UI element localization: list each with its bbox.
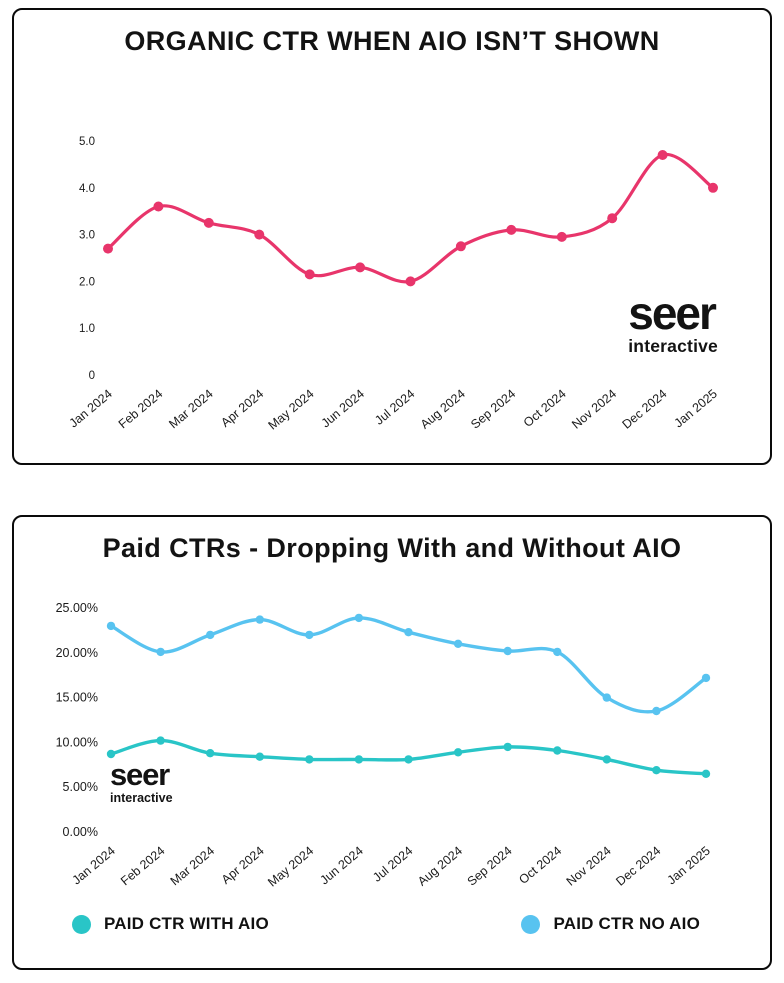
seer-logo-subtext: interactive xyxy=(110,791,173,805)
svg-text:25.00%: 25.00% xyxy=(56,601,98,615)
svg-text:Jan 2024: Jan 2024 xyxy=(67,387,115,431)
svg-text:Jun 2024: Jun 2024 xyxy=(319,387,367,431)
svg-text:May 2024: May 2024 xyxy=(265,844,316,890)
seer-logo: seer interactive xyxy=(110,759,173,805)
svg-text:Mar 2024: Mar 2024 xyxy=(166,387,215,432)
organic-ctr-card: ORGANIC CTR WHEN AIO ISN’T SHOWN 0 1.0 2.0… xyxy=(12,8,772,465)
svg-text:Jan 2024: Jan 2024 xyxy=(70,844,118,888)
svg-text:Dec 2024: Dec 2024 xyxy=(613,844,663,889)
legend-dot-with-aio-icon xyxy=(72,914,91,934)
svg-text:3.0: 3.0 xyxy=(79,230,95,242)
seer-logo-subtext: interactive xyxy=(628,336,718,356)
svg-text:Jul 2024: Jul 2024 xyxy=(372,387,417,428)
svg-text:Jan 2025: Jan 2025 xyxy=(665,844,713,888)
organic-ctr-title: ORGANIC CTR WHEN AIO ISN’T SHOWN xyxy=(124,26,660,56)
paid-ctr-line-chart: 0.00% 5.00% 10.00% 15.00% 20.00% 25.00% Jan 20… xyxy=(56,601,713,890)
legend-label-with-aio: PAID CTR WITH AIO xyxy=(104,914,269,934)
seer-logo: seer interactive xyxy=(628,290,718,356)
svg-text:1.0: 1.0 xyxy=(79,323,95,335)
svg-text:2.0: 2.0 xyxy=(79,276,95,288)
svg-text:Apr 2024: Apr 2024 xyxy=(219,844,267,887)
svg-text:Oct 2024: Oct 2024 xyxy=(521,387,569,430)
seer-logo-wordmark: seer xyxy=(110,757,170,792)
svg-text:10.00%: 10.00% xyxy=(56,735,98,749)
svg-text:Aug 2024: Aug 2024 xyxy=(415,844,465,889)
svg-text:Sep 2024: Sep 2024 xyxy=(468,387,518,432)
svg-text:Oct 2024: Oct 2024 xyxy=(516,844,564,887)
svg-text:20.00%: 20.00% xyxy=(56,646,98,660)
svg-text:Apr 2024: Apr 2024 xyxy=(218,387,266,430)
svg-text:Dec 2024: Dec 2024 xyxy=(620,387,670,432)
svg-text:Nov 2024: Nov 2024 xyxy=(564,844,614,889)
organic-ctr-line-chart: 0 1.0 2.0 3.0 4.0 5.0 Jan 2024 Feb 2024 Mar 2024… xyxy=(67,136,720,433)
svg-text:15.00%: 15.00% xyxy=(56,691,98,705)
svg-text:Feb 2024: Feb 2024 xyxy=(118,844,167,889)
svg-text:4.0: 4.0 xyxy=(79,183,95,195)
legend-item-paid-ctr-with-aio: PAID CTR WITH AIO xyxy=(72,914,269,934)
svg-text:Sep 2024: Sep 2024 xyxy=(465,844,515,889)
svg-text:May 2024: May 2024 xyxy=(266,387,317,433)
svg-text:Nov 2024: Nov 2024 xyxy=(569,387,619,432)
svg-text:Jul 2024: Jul 2024 xyxy=(370,844,415,885)
paid-ctr-title: Paid CTRs - Dropping With and Without AI… xyxy=(102,533,682,563)
chart-legend: PAID CTR WITH AIO PAID CTR NO AIO xyxy=(14,900,770,934)
svg-text:5.00%: 5.00% xyxy=(63,780,98,794)
svg-text:Feb 2024: Feb 2024 xyxy=(116,387,165,432)
svg-text:Mar 2024: Mar 2024 xyxy=(168,844,217,889)
svg-text:Jan 2025: Jan 2025 xyxy=(672,387,720,431)
legend-item-paid-ctr-no-aio: PAID CTR NO AIO xyxy=(521,914,700,934)
seer-logo-wordmark: seer xyxy=(628,287,717,339)
svg-text:0: 0 xyxy=(89,370,95,382)
svg-text:Aug 2024: Aug 2024 xyxy=(418,387,468,432)
svg-text:0.00%: 0.00% xyxy=(63,825,98,839)
svg-text:5.0: 5.0 xyxy=(79,136,95,148)
legend-dot-no-aio-icon xyxy=(521,914,541,934)
paid-ctr-card: Paid CTRs - Dropping With and Without AI… xyxy=(12,515,772,970)
legend-label-no-aio: PAID CTR NO AIO xyxy=(553,914,700,934)
svg-text:Jun 2024: Jun 2024 xyxy=(317,844,365,888)
